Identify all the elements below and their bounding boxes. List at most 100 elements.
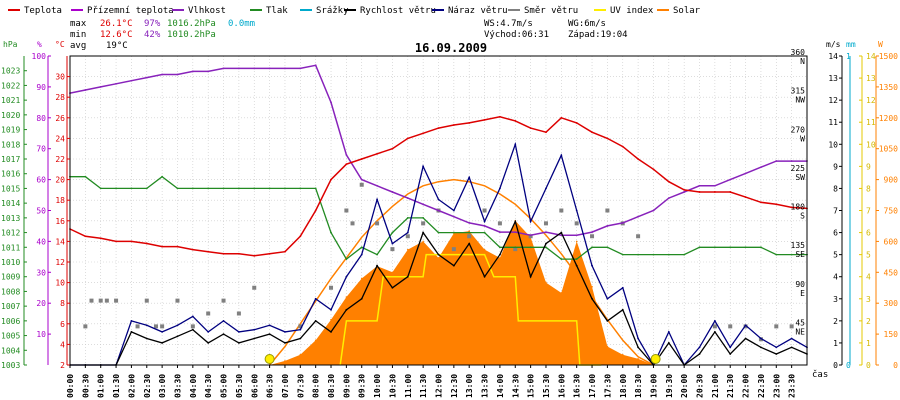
uv-tick-label: 6 <box>866 229 871 238</box>
solar-tick-label: 1200 <box>879 114 898 123</box>
pressure-line-point <box>606 246 609 249</box>
x-tick-label: 11:30 <box>419 374 428 398</box>
temperature-line-point <box>667 180 670 183</box>
wind-tick-label: 1 <box>833 339 838 348</box>
solar-point <box>284 360 286 362</box>
solar-point <box>422 240 424 243</box>
wind-direction-point <box>543 221 548 226</box>
temperature-line-point <box>99 237 102 240</box>
wind-gust-line-point <box>207 330 210 333</box>
x-tick-label: 23:00 <box>772 374 781 398</box>
temperature-line-point <box>437 127 440 129</box>
solar-point <box>437 257 440 259</box>
wind-direction-point <box>350 221 355 226</box>
wind-direction-point <box>497 221 502 226</box>
solar-tick-label: 150 <box>884 330 899 339</box>
solar-axis-unit: W <box>878 40 883 49</box>
pressure-tick-label: 1004 <box>1 346 20 355</box>
wind-direction-point <box>467 234 472 239</box>
pressure-tick-label: 1010 <box>1 258 20 267</box>
direction-tick-sub: SW <box>795 173 805 182</box>
humidity-line-point <box>237 67 240 70</box>
pressure-line-point <box>253 187 256 190</box>
wind-gust-line-point <box>376 198 378 201</box>
pressure-line-point <box>575 258 578 260</box>
x-tick-label: 05:00 <box>220 374 229 398</box>
humidity-line-point <box>698 184 701 187</box>
pressure-tick-label: 1023 <box>1 67 20 76</box>
pressure-line-point <box>176 187 179 190</box>
humidity-line-point <box>729 178 732 181</box>
temperature-line-point <box>591 131 593 134</box>
humidity-line-point <box>391 191 394 193</box>
humidity-line-point <box>437 209 440 212</box>
pressure-line-point <box>422 216 425 219</box>
solar-tick-label: 1050 <box>879 145 898 154</box>
x-tick-label: 13:00 <box>465 374 474 398</box>
rain-tick-label: 1 <box>846 52 851 61</box>
sunrise-marker <box>264 354 275 364</box>
temperature-line-point <box>713 191 716 193</box>
solar-point <box>560 292 563 294</box>
wind-speed-line-point <box>176 335 179 338</box>
temperature-line-point <box>514 119 517 122</box>
stats-ws: WS:4.7m/s <box>484 19 533 29</box>
humidity-line-point <box>268 67 271 70</box>
solar-point <box>499 257 501 259</box>
pressure-line-point <box>637 253 640 256</box>
x-tick-label: 02:30 <box>143 374 152 398</box>
humidity-line-point <box>591 231 593 234</box>
humidity-line-point <box>575 234 578 237</box>
pressure-tick-label: 1019 <box>1 126 20 135</box>
wind-gust-line-point <box>284 330 286 333</box>
pressure-tick-label: 1014 <box>1 199 20 208</box>
solar-tick-label: 1500 <box>879 52 898 61</box>
pressure-line-point <box>621 253 624 256</box>
wind-tick-label: 5 <box>833 251 838 260</box>
wind-gust-line-point <box>483 220 486 223</box>
direction-tick-sub: NW <box>795 96 805 105</box>
pressure-line-point <box>99 187 102 190</box>
temperature-line-point <box>575 122 578 124</box>
direction-tick-label: 45 <box>795 318 805 327</box>
pressure-line-point <box>130 187 133 190</box>
direction-tick-label: 315 <box>791 87 806 96</box>
pressure-line-point <box>314 187 317 190</box>
humidity-line-point <box>621 221 624 224</box>
wind-tick-label: 0 <box>833 361 838 370</box>
temperature-line-point <box>790 206 793 209</box>
wind-gust-line-point <box>637 337 640 340</box>
pressure-tick-label: 1016 <box>1 170 20 179</box>
wind-direction-point <box>190 324 195 329</box>
wind-speed-line-point <box>468 242 471 245</box>
wind-direction-point <box>236 311 241 316</box>
stats-avg-label: avg <box>70 41 86 51</box>
wind-speed-line-point <box>345 308 348 311</box>
wind-speed-line-point <box>253 337 256 340</box>
temperature-line-point <box>652 168 655 171</box>
wind-gust-line-point <box>514 143 517 146</box>
x-tick-label: 20:00 <box>680 374 689 398</box>
x-tick-label: 08:30 <box>327 374 336 398</box>
x-tick-label: 06:30 <box>266 374 275 398</box>
humidity-line-point <box>330 101 332 104</box>
temperature-tick-label: 24 <box>55 134 65 143</box>
humidity-line-point <box>483 225 486 227</box>
pressure-line-point <box>744 246 747 249</box>
x-tick-label: 07:00 <box>281 374 290 398</box>
wind-speed-line-point <box>360 297 363 300</box>
x-tick-label: 16:00 <box>557 374 566 398</box>
humidity-line-point <box>452 215 455 218</box>
humidity-line-point <box>222 67 225 70</box>
pressure-line-point <box>483 231 486 234</box>
wind-gust-line-point <box>545 187 547 190</box>
wind-gust-line-point <box>437 198 440 201</box>
direction-tick-sub: S <box>800 212 805 221</box>
humidity-line-point <box>360 178 363 181</box>
temperature-line-point <box>499 115 501 118</box>
stats-min-hum: 42% <box>144 30 161 40</box>
wind-gust-line-point <box>145 324 148 327</box>
humidity-tick-label: 90 <box>36 83 46 92</box>
wind-direction-point <box>590 234 595 239</box>
